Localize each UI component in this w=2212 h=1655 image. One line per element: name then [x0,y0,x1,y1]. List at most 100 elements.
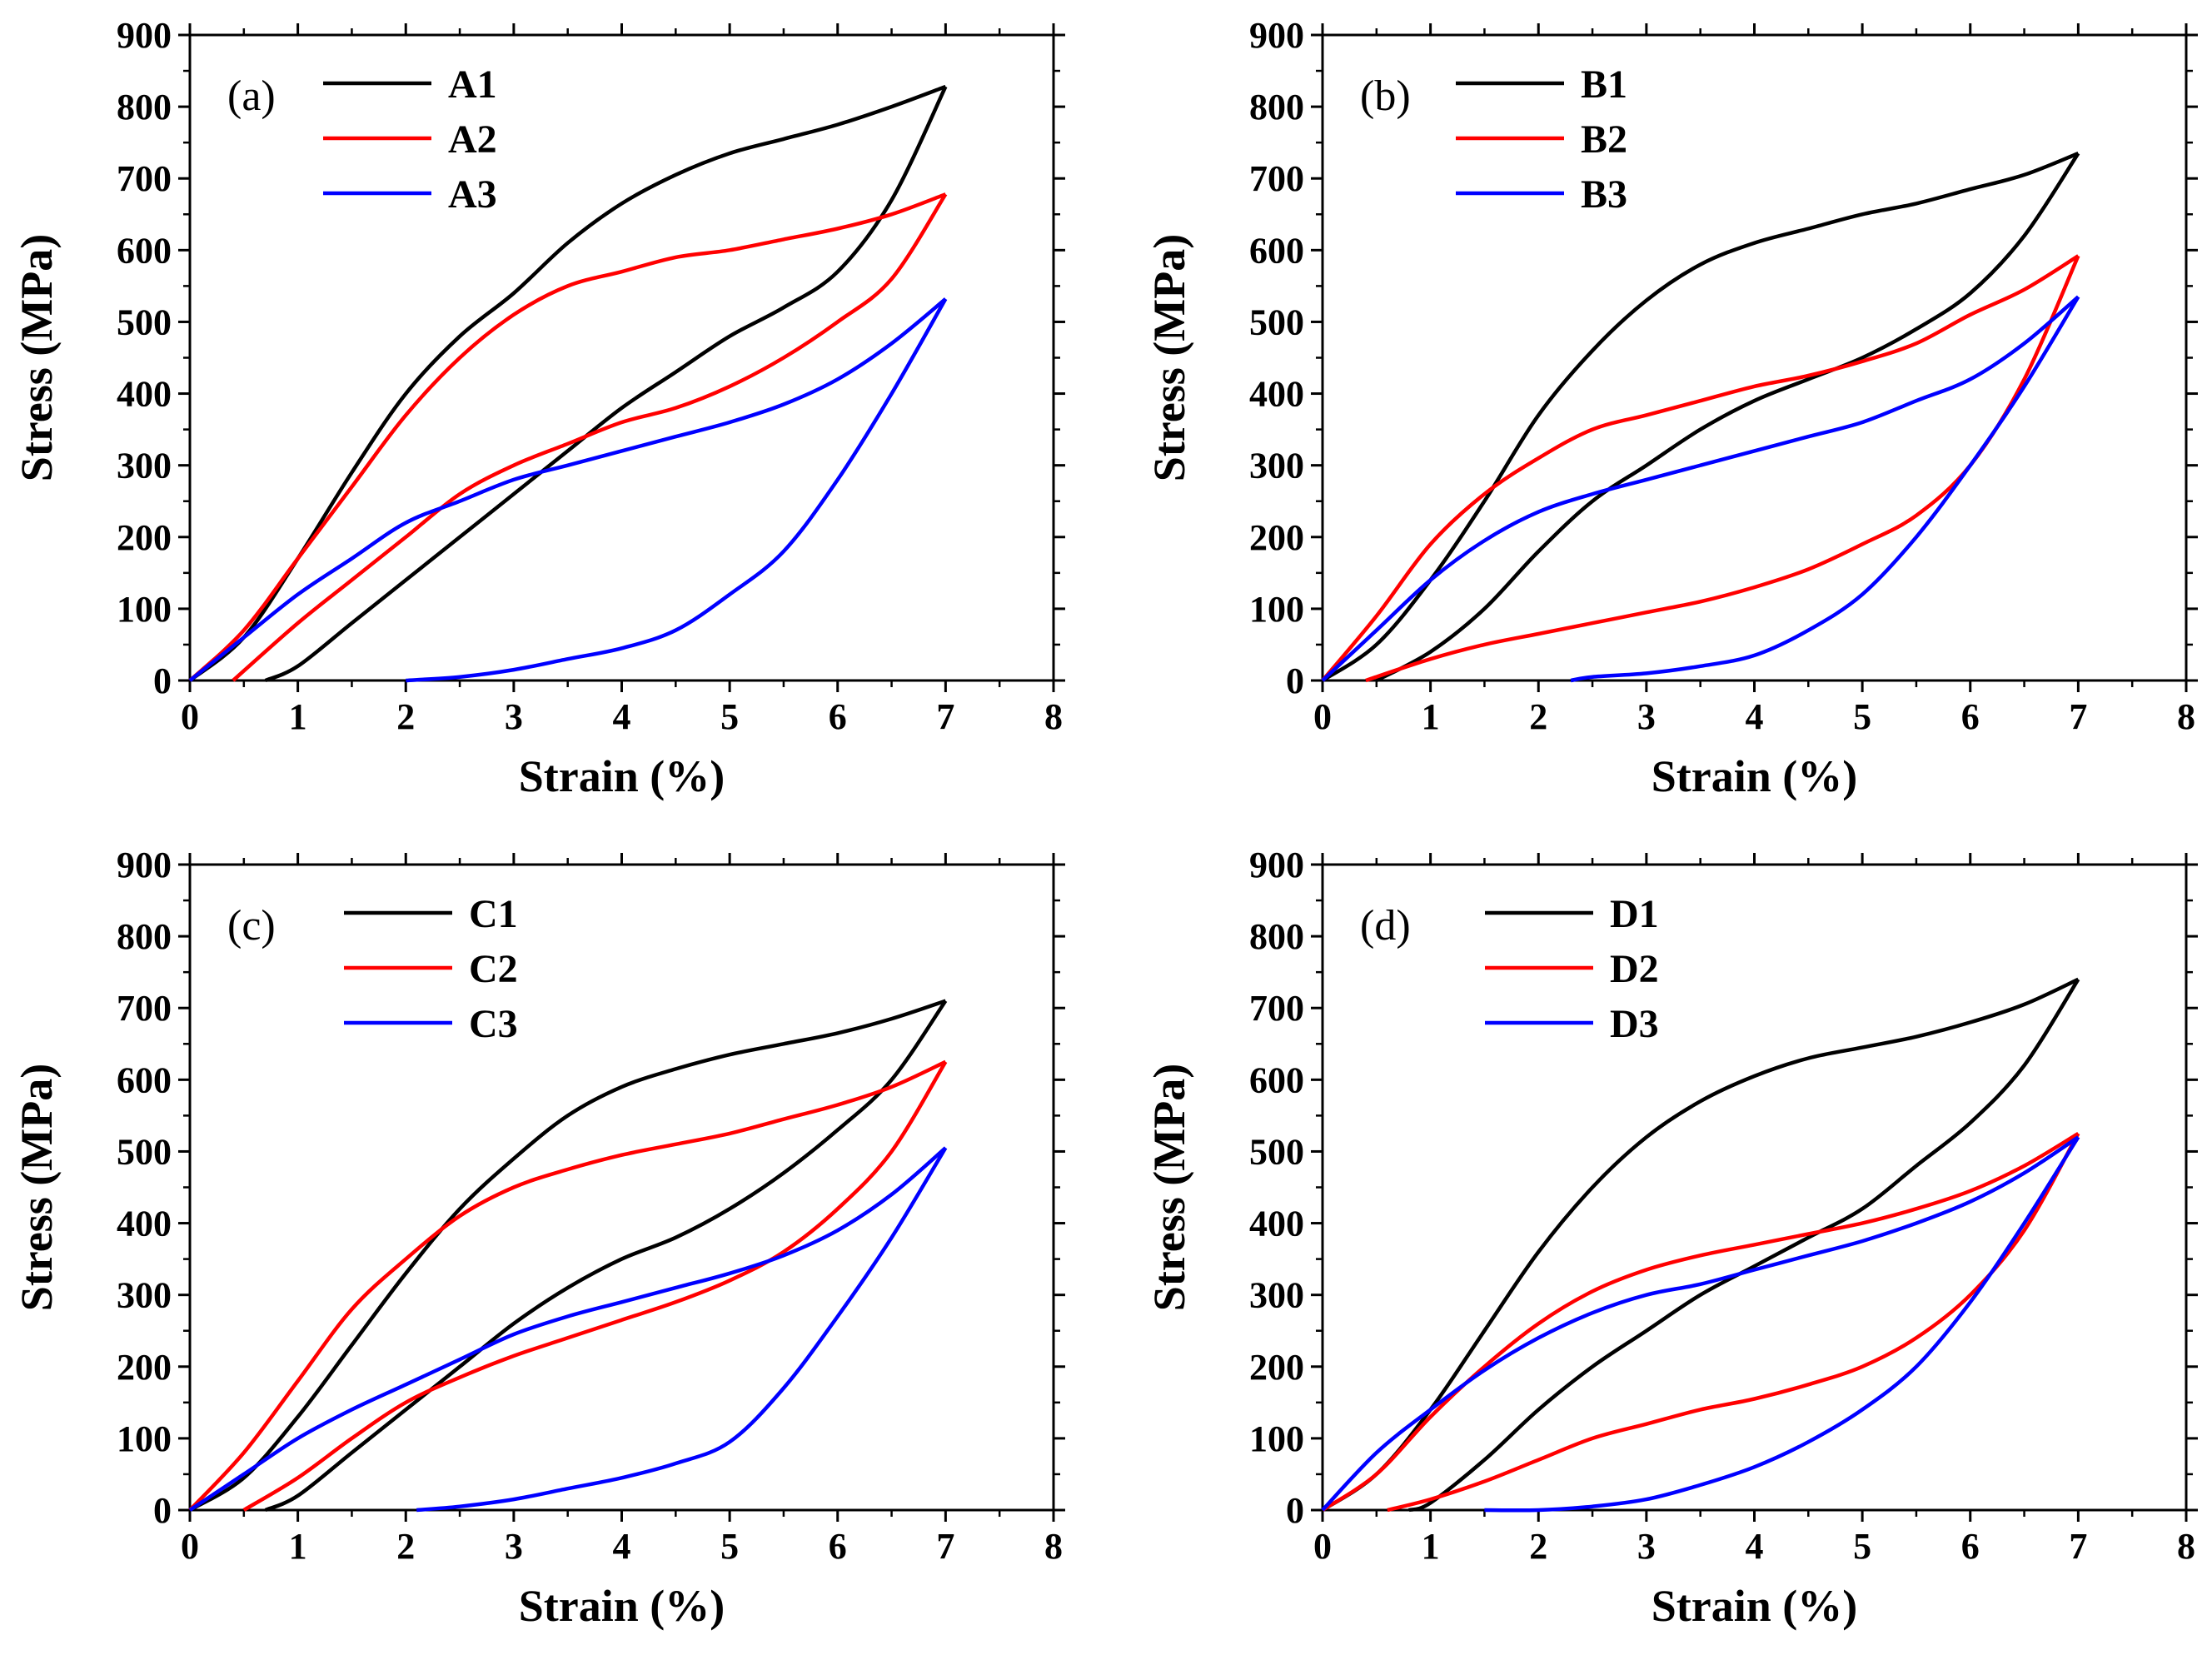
panel-c-legend-label-c3: C3 [469,1002,518,1046]
panel-c-series-c2-loading-line [188,1059,947,1512]
panel-c-x-tick-label: 3 [505,1526,523,1567]
panel-a-chart: 0 1 2 3 4 5 6 7 8 0 100 200 300 400 500 600 700 800 900 Str… [12,15,1065,801]
panel-c-y-tick-label: 200 [117,1347,172,1388]
panel-b-y-axis-title: Stress (MPa) [1144,234,1194,481]
panel-d-series-d1-loading-line [1321,977,2080,1512]
panel-b-legend-label-b2: B2 [1581,117,1627,162]
panel-a-y-tick-label: 0 [153,661,172,701]
panel-c-series-c1-unloading-line [264,999,948,1513]
panel-a-x-tick-label: 5 [720,696,739,737]
panel-d-y-tick-label: 100 [1249,1418,1304,1459]
panel-b-y-tick-label: 0 [1286,661,1304,701]
panel-a-series-a3-loading-line [188,297,947,682]
panel-a-x-tick-label: 3 [505,696,523,737]
panel-a-y-tick-label: 400 [117,374,172,415]
panel-a-label: (a) [227,72,276,120]
panel-a-x-tick-label: 7 [936,696,954,737]
panel-a-legend-label-a2: A2 [448,117,497,162]
panel-d-legend-label-d1: D1 [1610,892,1659,936]
panel-a-y-tick-label: 700 [117,158,172,199]
panel-b-series-b1-loading-line [1321,152,2080,682]
panel-d-x-tick-label: 1 [1422,1526,1440,1567]
panel-d-series-d1-unloading-line [1408,978,2080,1513]
panel-c-x-axis-title: Strain (%) [519,1581,725,1631]
panel-b-series-b3-unloading-line [1570,296,2080,683]
panel-b-y-tick-label: 400 [1249,374,1304,415]
panel-d-label: (d) [1360,902,1411,950]
panel-a-series-a2-unloading-line [232,192,948,682]
panel-d-series-d2-loading-line [1321,1131,2080,1512]
panel-b-x-tick-label: 4 [1746,696,1764,737]
panel-c-y-axis-title: Stress (MPa) [12,1064,62,1311]
panel-b-x-tick-label: 1 [1422,696,1440,737]
panel-a-x-tick-label: 8 [1044,696,1063,737]
panel-c-legend-label-c2: C2 [469,947,518,991]
panel-d-x-tick-label: 5 [1853,1526,1871,1567]
panel-b-x-tick-label: 8 [2177,696,2195,737]
panel-c-y-tick-label: 800 [117,916,172,957]
panel-d-x-tick-label: 3 [1637,1526,1656,1567]
panel-b-y-tick-label: 900 [1249,15,1304,56]
panel-b-series-b3-loading-line [1321,295,2080,682]
panel-d-y-tick-label: 300 [1249,1275,1304,1316]
panel-c-y-tick-label: 700 [117,988,172,1029]
panel-b-series-b1-unloading-line [1375,152,2080,682]
panel-c-x-tick-label: 2 [396,1526,415,1567]
panel-a-y-tick-label: 800 [117,87,172,127]
panel-d-x-tick-label: 7 [2069,1526,2087,1567]
panel-d-x-tick-label: 2 [1529,1526,1547,1567]
panel-d-legend-label-d3: D3 [1610,1002,1659,1046]
panel-c-x-tick-label: 4 [613,1526,631,1567]
panel-a-y-tick-label: 200 [117,517,172,558]
panel-c-x-tick-label: 6 [829,1526,847,1567]
panel-b-y-tick-label: 100 [1249,589,1304,630]
panel-c-x-tick-label: 0 [181,1526,199,1567]
panel-d-series-d3-unloading-line [1484,1136,2080,1513]
panel-d-y-tick-label: 700 [1249,988,1304,1029]
panel-d-y-tick-label: 900 [1249,845,1304,885]
panel-d-x-tick-label: 0 [1313,1526,1332,1567]
panel-c-chart: 0 1 2 3 4 5 6 7 8 0 100 200 300 400 500 600 700 800 900 Str… [12,845,1065,1631]
panel-b-label: (b) [1360,72,1411,120]
panel-a-y-tick-label: 500 [117,302,172,342]
panel-a-series-a2-loading-line [188,192,947,682]
panel-c-x-tick-label: 5 [720,1526,739,1567]
panel-c-series-c2-unloading-line [242,1060,948,1512]
panel-d-y-axis-title: Stress (MPa) [1144,1064,1194,1311]
panel-d-x-tick-label: 6 [1961,1526,1980,1567]
panel-b-plot-frame [1321,33,2188,682]
panel-a-series-a3-unloading-line [406,297,948,683]
panel-c-label: (c) [227,902,276,950]
panel-b-chart: 0 1 2 3 4 5 6 7 8 0 100 200 300 400 500 600 700 800 900 Str… [1144,15,2198,801]
panel-b-x-tick-label: 7 [2069,696,2087,737]
panel-a-x-tick-label: 1 [289,696,307,737]
panel-a-y-tick-label: 100 [117,589,172,630]
panel-d-y-tick-label: 800 [1249,916,1304,957]
panel-d-y-tick-label: 500 [1249,1131,1304,1172]
panel-b-y-tick-label: 300 [1249,446,1304,486]
panel-b-x-tick-label: 3 [1637,696,1656,737]
panel-b-legend-label-b1: B1 [1581,62,1627,107]
panel-c-y-tick-label: 400 [117,1204,172,1244]
panel-a-x-tick-label: 6 [829,696,847,737]
panel-d-y-tick-label: 0 [1286,1490,1304,1531]
panel-c-y-tick-label: 500 [117,1131,172,1172]
panel-c-y-tick-label: 900 [117,845,172,885]
panel-d-y-tick-label: 200 [1249,1347,1304,1388]
panel-c-series-c3-unloading-line [416,1146,948,1513]
panel-a-legend-label-a3: A3 [448,172,497,217]
panel-b-legend-label-b3: B3 [1581,172,1627,217]
panel-b-x-tick-label: 0 [1313,696,1332,737]
panel-d-chart: 0 1 2 3 4 5 6 7 8 0 100 200 300 400 500 600 700 800 900 Str… [1144,845,2198,1631]
panel-d-x-tick-label: 8 [2177,1526,2195,1567]
panel-b-y-tick-label: 600 [1249,230,1304,271]
panel-c-x-tick-label: 7 [936,1526,954,1567]
panel-c-y-tick-label: 300 [117,1275,172,1316]
panel-c-y-tick-label: 0 [153,1490,172,1531]
panel-c-legend-label-c1: C1 [469,892,518,936]
panel-b-x-tick-label: 2 [1529,696,1547,737]
panel-b-y-tick-label: 700 [1249,158,1304,199]
panel-d-y-tick-label: 600 [1249,1059,1304,1100]
panel-d-legend-label-d2: D2 [1610,947,1659,991]
